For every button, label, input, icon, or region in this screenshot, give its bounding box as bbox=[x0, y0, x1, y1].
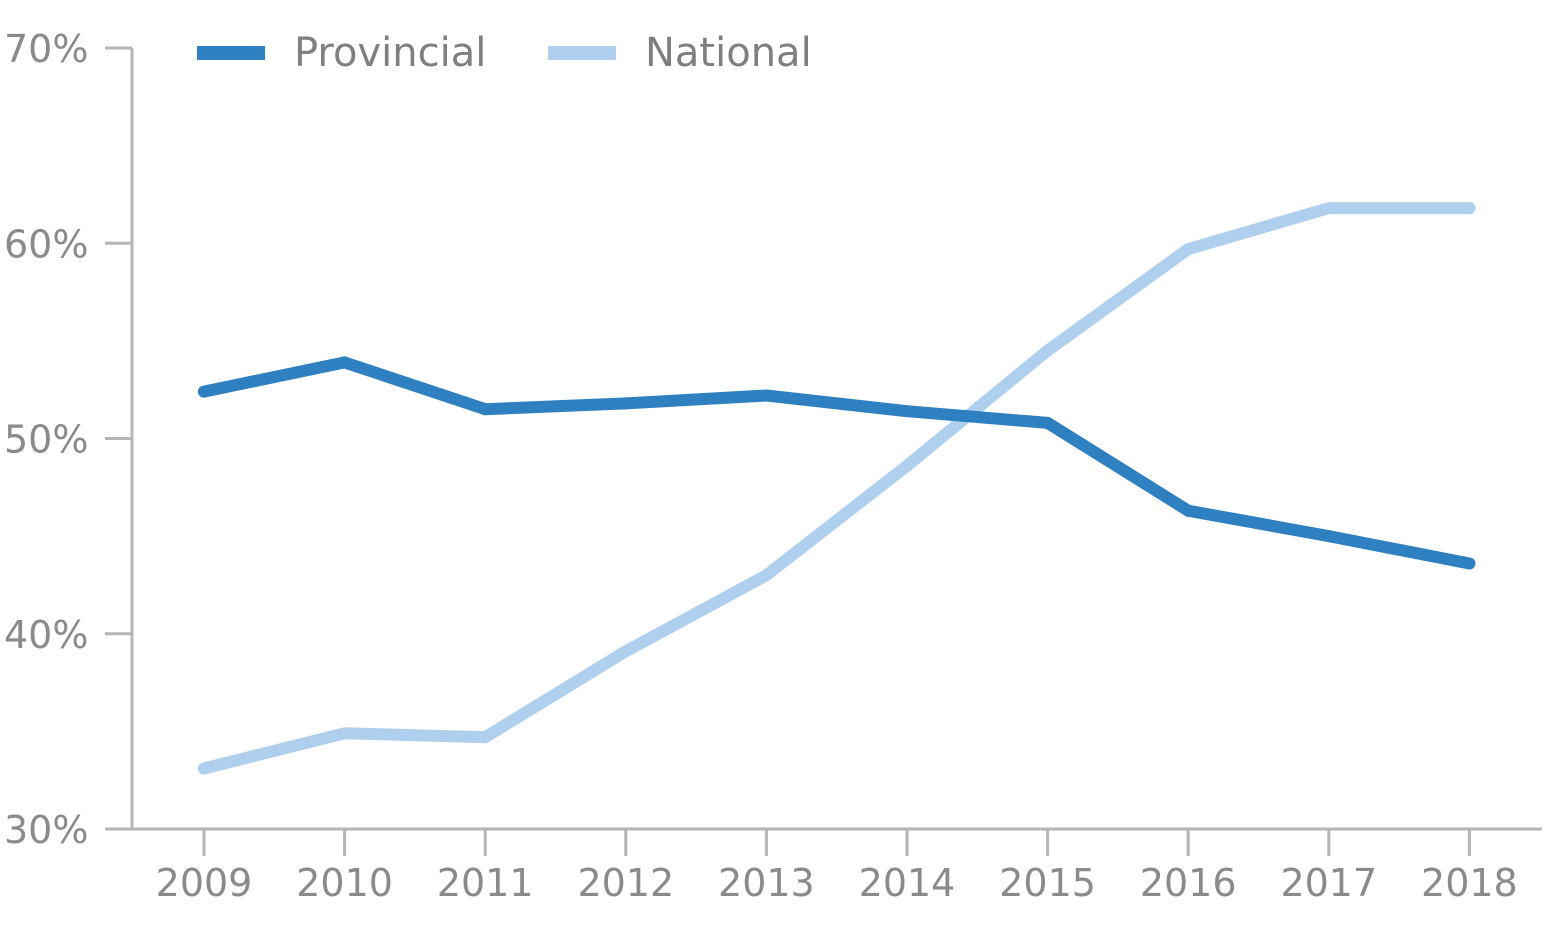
data-point-provincial bbox=[619, 397, 632, 410]
data-point-provincial bbox=[1463, 557, 1476, 570]
x-tick-label: 2009 bbox=[156, 861, 253, 905]
chart-axes bbox=[130, 48, 1542, 831]
y-tick-label: 40% bbox=[4, 613, 88, 657]
data-point-national bbox=[901, 459, 913, 472]
x-tick-label: 2017 bbox=[1280, 861, 1377, 905]
legend-item-national: National bbox=[548, 30, 812, 76]
data-point-provincial bbox=[198, 385, 210, 398]
x-tick-label: 2012 bbox=[577, 861, 674, 905]
data-point-provincial bbox=[760, 389, 773, 402]
x-axis-ticks: 2009 2010 2011 2012 2013 2014 2015 2016 2017 2018 bbox=[156, 829, 1518, 905]
data-point-provincial bbox=[901, 405, 913, 418]
x-tick-label: 2018 bbox=[1421, 861, 1518, 905]
y-axis-ticks: 30% 40% 50% 60% 70% bbox=[4, 27, 132, 852]
x-tick-label: 2011 bbox=[437, 861, 534, 905]
legend-label-provincial: Provincial bbox=[294, 30, 486, 76]
y-tick-label: 50% bbox=[4, 418, 88, 462]
data-point-provincial bbox=[338, 356, 351, 369]
data-point-national bbox=[198, 762, 210, 775]
series-line-provincial bbox=[198, 356, 1476, 570]
y-tick-label: 70% bbox=[4, 27, 88, 71]
x-tick-label: 2016 bbox=[1140, 861, 1237, 905]
data-point-national bbox=[1463, 202, 1476, 215]
x-tick-label: 2014 bbox=[859, 861, 956, 905]
data-point-provincial bbox=[1182, 504, 1195, 517]
series-line-national bbox=[198, 202, 1476, 775]
data-point-national bbox=[1041, 344, 1054, 357]
data-point-provincial bbox=[479, 403, 492, 416]
chart-legend: Provincial National bbox=[197, 30, 812, 76]
data-point-provincial bbox=[1041, 416, 1054, 429]
y-tick-label: 30% bbox=[4, 808, 88, 852]
x-tick-label: 2010 bbox=[296, 861, 393, 905]
x-tick-label: 2013 bbox=[718, 861, 815, 905]
legend-item-provincial: Provincial bbox=[197, 30, 486, 76]
y-tick-label: 60% bbox=[4, 222, 88, 266]
data-point-national bbox=[619, 645, 632, 658]
data-point-national bbox=[338, 727, 351, 740]
data-point-national bbox=[479, 731, 492, 744]
data-point-provincial bbox=[1322, 530, 1335, 543]
data-point-national bbox=[1182, 243, 1195, 256]
data-point-national bbox=[1322, 202, 1335, 215]
legend-label-national: National bbox=[645, 30, 812, 76]
x-tick-label: 2015 bbox=[999, 861, 1096, 905]
data-point-national bbox=[760, 569, 773, 582]
chart-series bbox=[198, 202, 1476, 775]
